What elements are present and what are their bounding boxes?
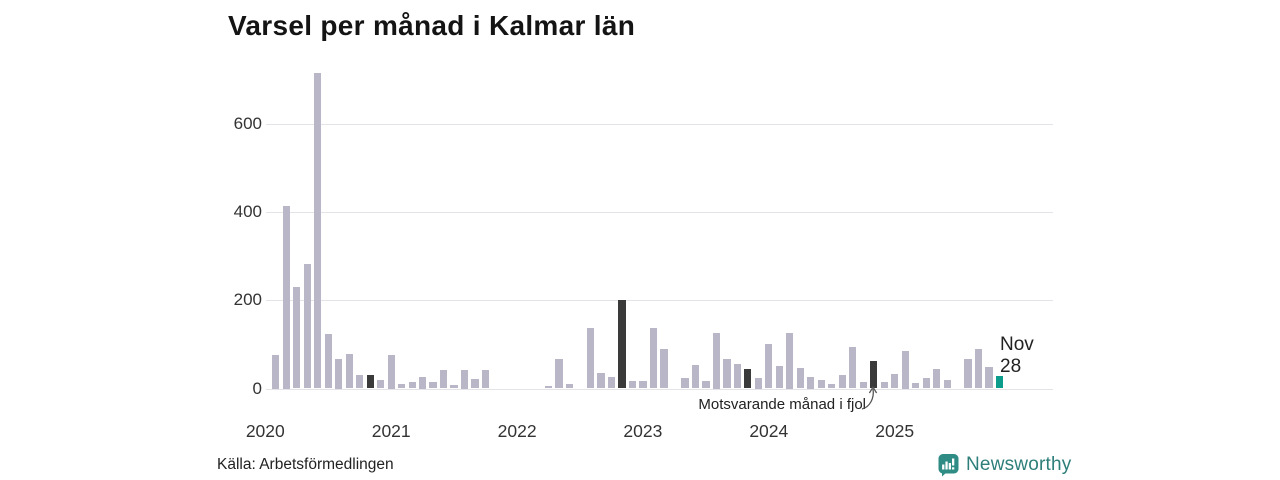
bar-2023-01: [639, 381, 647, 389]
gridline-200: [266, 300, 1053, 302]
bar-2020-09: [345, 353, 353, 389]
x-axis-tick-label-2021: 2021: [371, 421, 411, 441]
bar-2025-01: [891, 373, 899, 389]
x-axis-tick-label-2024: 2024: [749, 421, 789, 441]
x-axis-tick-label-2020: 2020: [245, 421, 285, 441]
bar-2023-02: [649, 327, 658, 389]
gridline-400: [266, 212, 1053, 214]
bar-2022-11: [618, 300, 626, 389]
bar-2023-05: [681, 377, 689, 389]
bar-2023-07: [702, 380, 710, 389]
bar-2024-07: [828, 384, 836, 389]
bar-2021-05: [429, 381, 437, 389]
bar-2025-04: [922, 377, 930, 389]
bar-2020-03: [282, 205, 290, 389]
bar-2021-09: [471, 378, 479, 389]
x-axis-tick-label-2022: 2022: [497, 421, 537, 441]
y-axis-tick-label: 0: [252, 378, 262, 398]
x-axis-tick-label-2025: 2025: [875, 421, 915, 441]
y-axis-tick-label: 600: [233, 113, 262, 133]
bar-2020-07: [324, 333, 332, 389]
bar-2020-04: [293, 287, 301, 389]
bar-2023-03: [660, 348, 668, 389]
bar-2023-11: [744, 369, 752, 389]
chart-title: Varsel per månad i Kalmar län: [228, 10, 636, 41]
source-caption: Källa: Arbetsförmedlingen: [217, 456, 394, 473]
prior-year-annotation: Motsvarande månad i fjol: [698, 396, 866, 413]
bar-2025-06: [943, 379, 951, 389]
bar-2020-12: [377, 380, 385, 389]
bar-2022-04: [544, 386, 553, 389]
bar-2025-03: [912, 382, 920, 389]
bar-2024-11: [870, 360, 878, 389]
bar-2024-08: [838, 375, 846, 389]
bar-2023-12: [754, 377, 762, 389]
bar-2021-04: [418, 377, 427, 389]
bar-2025-05: [933, 368, 941, 389]
latest-month: Nov: [1000, 334, 1034, 355]
bar-2020-08: [335, 359, 343, 389]
bar-2023-10: [733, 363, 741, 389]
bar-2024-12: [880, 381, 888, 389]
bar-2023-09: [723, 359, 731, 389]
y-axis-tick-label: 400: [233, 202, 262, 222]
y-axis-tick-label: 200: [233, 290, 262, 310]
bar-2025-10: [985, 367, 993, 389]
bar-2021-01: [387, 354, 395, 389]
bar-2025-09: [974, 348, 983, 389]
gridline-600: [266, 123, 1053, 125]
bar-2022-05: [555, 359, 563, 389]
bar-2020-02: [272, 354, 280, 389]
gridline-0: [266, 388, 1053, 390]
bar-2022-09: [597, 372, 605, 389]
bar-2022-06: [565, 384, 574, 389]
latest-value-label: Nov 28: [1000, 334, 1034, 377]
bar-2021-08: [460, 369, 469, 389]
bar-2022-08: [586, 327, 595, 389]
bar-2022-12: [628, 381, 637, 389]
bar-2024-02: [775, 366, 783, 389]
bar-2020-05: [303, 264, 311, 389]
bar-2021-06: [439, 370, 448, 389]
bar-2024-09: [849, 346, 857, 389]
bar-2024-10: [859, 381, 867, 389]
bar-2022-10: [607, 376, 616, 389]
bar-2024-01: [765, 344, 773, 389]
bar-2025-08: [964, 359, 972, 389]
newsworthy-brand: Newsworthy: [938, 453, 1071, 477]
bar-2024-03: [786, 332, 794, 389]
bar-2024-04: [796, 367, 804, 389]
latest-value: 28: [1000, 355, 1022, 377]
bar-2023-08: [712, 332, 721, 389]
bar-2020-11: [366, 375, 374, 389]
bar-2024-06: [817, 380, 825, 389]
newsworthy-logo-icon: [938, 454, 959, 477]
bar-2025-02: [901, 351, 909, 389]
bar-2020-06: [314, 73, 322, 389]
bar-2025-11: [995, 376, 1004, 389]
bar-2021-02: [398, 384, 406, 389]
bar-2023-06: [691, 364, 700, 389]
bar-2020-10: [356, 374, 364, 389]
annotation-arrow-icon: [861, 385, 878, 410]
bar-2021-07: [450, 385, 458, 389]
bar-2024-05: [807, 377, 815, 389]
newsworthy-wordmark: Newsworthy: [966, 454, 1072, 475]
x-axis-tick-label-2023: 2023: [623, 421, 663, 441]
bar-2021-10: [481, 370, 490, 389]
bar-2021-03: [408, 381, 416, 389]
